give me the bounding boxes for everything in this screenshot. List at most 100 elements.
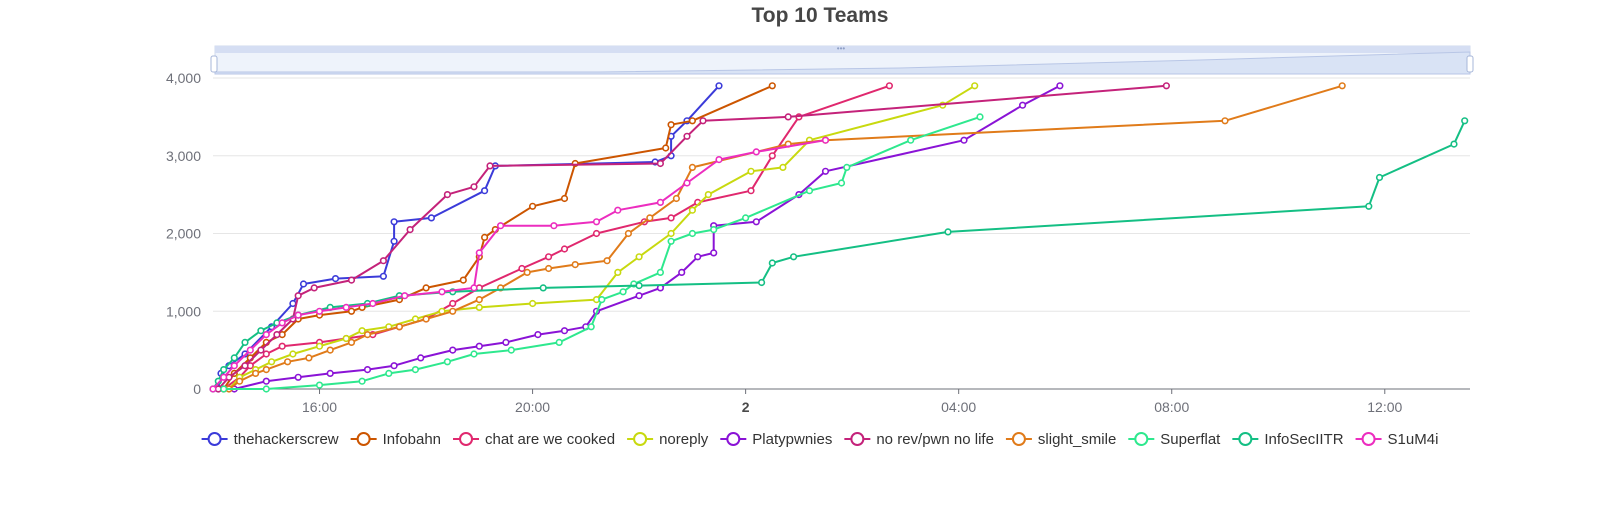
data-point[interactable]: [1365, 202, 1373, 210]
data-point[interactable]: [971, 82, 979, 90]
data-point[interactable]: [347, 307, 356, 315]
data-point[interactable]: [369, 299, 377, 308]
data-point[interactable]: [262, 331, 270, 339]
data-point[interactable]: [220, 366, 228, 374]
data-point[interactable]: [747, 167, 755, 175]
data-point[interactable]: [667, 237, 675, 245]
data-point[interactable]: [481, 233, 489, 241]
data-point[interactable]: [268, 358, 276, 366]
data-point[interactable]: [390, 218, 398, 226]
zoom-handle-left[interactable]: [210, 55, 218, 73]
data-point[interactable]: [523, 268, 531, 277]
legend-item[interactable]: S1uM4i: [1355, 431, 1439, 448]
data-point[interactable]: [241, 362, 249, 370]
data-point[interactable]: [710, 226, 718, 234]
data-point[interactable]: [667, 229, 675, 238]
data-point[interactable]: [694, 253, 702, 261]
data-point[interactable]: [395, 323, 404, 331]
data-point[interactable]: [1375, 173, 1384, 182]
data-point[interactable]: [667, 121, 675, 129]
data-point[interactable]: [347, 276, 356, 284]
data-point[interactable]: [1450, 140, 1458, 148]
data-point[interactable]: [752, 218, 760, 226]
data-point[interactable]: [1461, 117, 1469, 125]
data-point[interactable]: [635, 292, 643, 300]
data-point[interactable]: [715, 156, 723, 164]
data-point[interactable]: [683, 132, 691, 140]
data-point[interactable]: [449, 346, 457, 354]
data-point[interactable]: [475, 296, 483, 304]
data-point[interactable]: [262, 377, 270, 385]
data-point[interactable]: [342, 303, 350, 312]
data-point[interactable]: [246, 346, 254, 354]
data-point[interactable]: [571, 261, 579, 269]
data-point[interactable]: [976, 113, 984, 121]
data-point[interactable]: [944, 228, 952, 236]
data-point[interactable]: [220, 373, 228, 381]
data-point[interactable]: [481, 187, 489, 195]
data-point[interactable]: [363, 366, 372, 374]
data-point[interactable]: [550, 222, 558, 230]
data-point[interactable]: [683, 179, 691, 187]
data-point[interactable]: [486, 162, 494, 170]
data-point[interactable]: [262, 366, 270, 374]
data-point[interactable]: [672, 194, 681, 203]
data-point[interactable]: [1018, 101, 1027, 109]
data-point[interactable]: [715, 82, 723, 90]
data-point[interactable]: [449, 299, 457, 308]
data-point[interactable]: [688, 117, 697, 125]
data-point[interactable]: [475, 303, 483, 312]
data-point[interactable]: [1338, 82, 1346, 90]
data-point[interactable]: [741, 214, 750, 222]
data-point[interactable]: [560, 194, 569, 203]
data-point[interactable]: [789, 253, 798, 261]
legend-item[interactable]: Platypwnies: [720, 431, 832, 448]
data-point[interactable]: [422, 284, 430, 292]
data-point[interactable]: [443, 358, 452, 366]
data-point[interactable]: [624, 229, 633, 238]
data-point[interactable]: [747, 187, 755, 195]
data-point[interactable]: [401, 292, 409, 300]
data-point[interactable]: [507, 346, 515, 354]
data-point[interactable]: [960, 136, 968, 144]
legend-item[interactable]: chat are we cooked: [453, 431, 615, 448]
data-point[interactable]: [385, 369, 393, 378]
data-point[interactable]: [1056, 82, 1064, 90]
data-point[interactable]: [470, 284, 478, 292]
data-point[interactable]: [411, 366, 420, 374]
data-point[interactable]: [544, 264, 553, 273]
data-point[interactable]: [294, 311, 302, 319]
data-point[interactable]: [555, 338, 563, 347]
data-point[interactable]: [310, 284, 318, 292]
data-point[interactable]: [688, 163, 697, 171]
data-zoom-slider[interactable]: •••: [210, 44, 1474, 75]
data-point[interactable]: [534, 331, 542, 339]
data-point[interactable]: [518, 264, 526, 273]
data-point[interactable]: [284, 358, 292, 366]
zoom-handle-right[interactable]: [1466, 55, 1474, 73]
data-point[interactable]: [667, 214, 675, 222]
data-point[interactable]: [528, 299, 537, 308]
data-point[interactable]: [326, 346, 334, 354]
data-point[interactable]: [1221, 117, 1229, 125]
data-point[interactable]: [273, 331, 281, 339]
data-point[interactable]: [315, 307, 324, 315]
data-point[interactable]: [603, 257, 611, 265]
data-point[interactable]: [592, 229, 601, 238]
data-point[interactable]: [656, 159, 665, 168]
data-point[interactable]: [528, 202, 537, 210]
data-point[interactable]: [784, 113, 792, 121]
data-point[interactable]: [614, 206, 622, 214]
data-point[interactable]: [379, 257, 388, 265]
data-point[interactable]: [347, 338, 356, 347]
legend-item[interactable]: InfoSecIITR: [1232, 431, 1344, 448]
data-point[interactable]: [821, 136, 830, 144]
data-point[interactable]: [544, 253, 553, 261]
data-point[interactable]: [289, 299, 297, 308]
data-point[interactable]: [230, 354, 238, 362]
data-point[interactable]: [262, 385, 270, 393]
data-point[interactable]: [539, 284, 547, 292]
data-point[interactable]: [363, 331, 372, 339]
data-point[interactable]: [390, 362, 398, 370]
data-point[interactable]: [757, 278, 766, 287]
